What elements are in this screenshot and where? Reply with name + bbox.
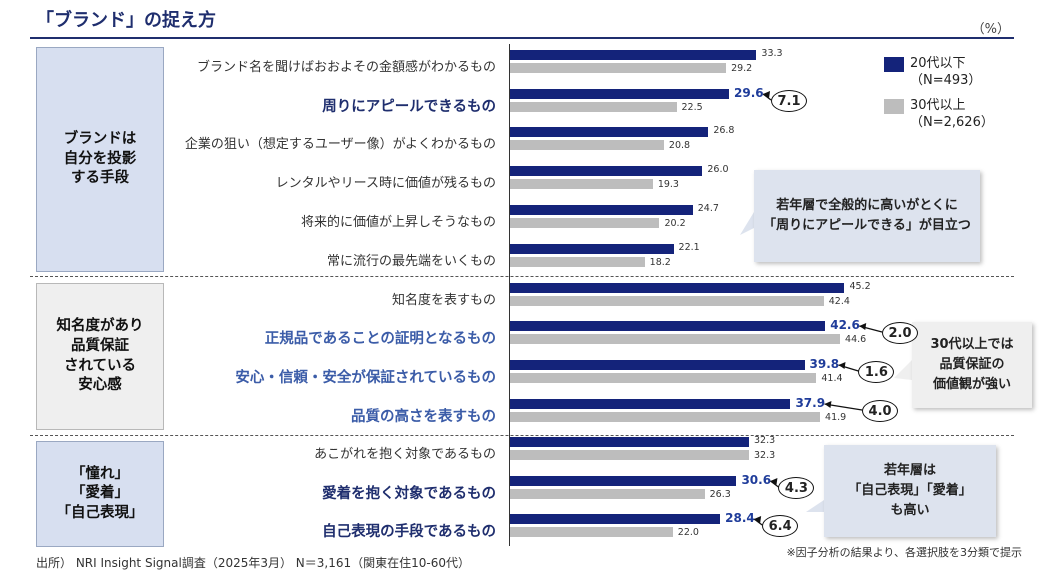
bar-30s [510, 334, 841, 344]
chart-axis-line [509, 44, 510, 546]
legend-swatch-20s [884, 57, 904, 72]
group-box-self-expression: 「憧れ」 「愛着」 「自己表現」 [36, 441, 164, 547]
category-label: 常に流行の最先端をいくもの [326, 254, 496, 269]
value-label-20s: 39.8 [809, 357, 840, 371]
value-label-30s: 42.4 [828, 296, 850, 307]
value-label-20s: 26.8 [713, 125, 735, 136]
bar-30s [510, 489, 705, 499]
bar-20s [510, 166, 703, 176]
group-label-1: ブランドは 自分を投影 する手段 [63, 131, 137, 187]
value-label-20s: 32.3 [754, 435, 776, 446]
category-label: 企業の狙い（想定するユーザー像）がよくわかるもの [184, 137, 496, 152]
category-label: 周りにアピールできるもの [322, 99, 496, 115]
bar-30s [510, 102, 677, 112]
callout-young-expression: 若年層は 「自己表現」「愛着」 も高い [824, 445, 996, 537]
bar-20s [510, 321, 826, 331]
value-label-20s: 33.3 [761, 48, 783, 59]
bar-30s [510, 257, 645, 267]
difference-badge: 1.6 [858, 361, 895, 383]
bar-30s [510, 63, 727, 73]
callout-pointer-3 [806, 500, 824, 512]
callout-older-quality: 30代以上では 品質保証の 価値観が強い [912, 322, 1032, 408]
category-label: 品質の高さを表すもの [351, 409, 496, 425]
category-label: ブランド名を聞けばおおよその金額感がわかるもの [196, 60, 496, 75]
value-label-30s: 22.5 [681, 102, 703, 113]
value-label-30s: 41.9 [825, 412, 847, 423]
bar-20s [510, 437, 750, 447]
category-label: 自己表現の手段であるもの [322, 524, 496, 540]
category-label: あこがれを抱く対象であるもの [314, 447, 496, 462]
category-label: 正規品であることの証明となるもの [264, 331, 496, 347]
bar-30s [510, 140, 664, 150]
value-label-20s: 29.6 [734, 86, 764, 100]
group-label-2: 知名度があり 品質保証 されている 安心感 [56, 318, 144, 394]
value-label-30s: 41.4 [821, 373, 843, 384]
bar-20s [510, 514, 721, 524]
page-title: 「ブランド」の捉え方 [36, 10, 216, 31]
value-label-20s: 28.4 [725, 511, 755, 525]
value-label-20s: 26.0 [707, 164, 729, 175]
value-label-20s: 42.6 [830, 318, 860, 332]
bar-20s [510, 50, 757, 60]
group-separator-2 [30, 435, 1014, 436]
bar-30s [510, 296, 824, 306]
group-label-3: 「憧れ」 「愛着」 「自己表現」 [56, 465, 144, 521]
category-label: レンタルやリース時に価値が残るもの [275, 176, 496, 191]
unit-label: （%） [971, 22, 1010, 37]
value-label-30s: 18.2 [649, 257, 671, 268]
difference-badge: 4.3 [778, 477, 815, 499]
value-label-20s: 24.7 [697, 203, 719, 214]
value-label-30s: 20.8 [668, 140, 691, 151]
callout-young-appeal: 若年層で全般的に高いがとくに 「周りにアピールできる」が目立つ [754, 170, 980, 262]
value-label-20s: 22.1 [678, 242, 700, 253]
source-footnote: 出所） NRI Insight Signal調査（2025年3月） N＝3,16… [36, 556, 471, 570]
difference-badge: 7.1 [771, 90, 808, 112]
bar-30s [510, 373, 817, 383]
bar-20s [510, 399, 791, 409]
value-label-30s: 29.2 [731, 63, 753, 74]
title-rule [30, 37, 1014, 39]
value-label-30s: 32.3 [754, 450, 776, 461]
category-label: 愛着を抱く対象であるもの [322, 486, 496, 502]
legend-label-20s: 20代以下 （N=493） [910, 56, 982, 88]
bar-20s [510, 89, 730, 99]
bar-20s [510, 283, 845, 293]
bar-20s [510, 360, 805, 370]
difference-badge: 2.0 [882, 322, 919, 344]
category-label: 安心・信頼・安全が保証されているもの [235, 370, 496, 386]
bar-30s [510, 450, 750, 460]
callout-pointer-2 [894, 360, 912, 380]
value-label-30s: 19.3 [657, 179, 679, 190]
value-label-20s: 37.9 [795, 396, 826, 410]
bar-20s [510, 205, 693, 215]
difference-badge: 4.0 [862, 400, 899, 422]
category-label: 将来的に価値が上昇しそうなもの [300, 215, 496, 230]
value-label-30s: 20.2 [664, 218, 686, 229]
difference-badge: 6.4 [762, 515, 799, 537]
bar-20s [510, 127, 709, 137]
bar-20s [510, 476, 737, 486]
analysis-note: ※因子分析の結果より、各選択肢を3分類で提示 [786, 546, 1022, 559]
bar-30s [510, 412, 821, 422]
bar-20s [510, 244, 674, 254]
legend-swatch-30s [884, 99, 904, 114]
value-label-20s: 45.2 [849, 281, 871, 292]
legend-label-30s: 30代以上 （N=2,626） [910, 98, 994, 130]
value-label-30s: 22.0 [677, 527, 699, 538]
callout-pointer-1 [740, 212, 754, 235]
group-box-self-projection: ブランドは 自分を投影 する手段 [36, 47, 164, 272]
category-label: 知名度を表すもの [391, 293, 496, 308]
bar-30s [510, 218, 660, 228]
bar-30s [510, 179, 653, 189]
value-label-30s: 26.3 [709, 489, 731, 500]
value-label-20s: 30.6 [741, 473, 772, 487]
group-separator-1 [30, 276, 1014, 277]
bar-30s [510, 527, 673, 537]
group-box-quality-assurance: 知名度があり 品質保証 されている 安心感 [36, 283, 164, 430]
value-label-30s: 44.6 [845, 334, 867, 345]
